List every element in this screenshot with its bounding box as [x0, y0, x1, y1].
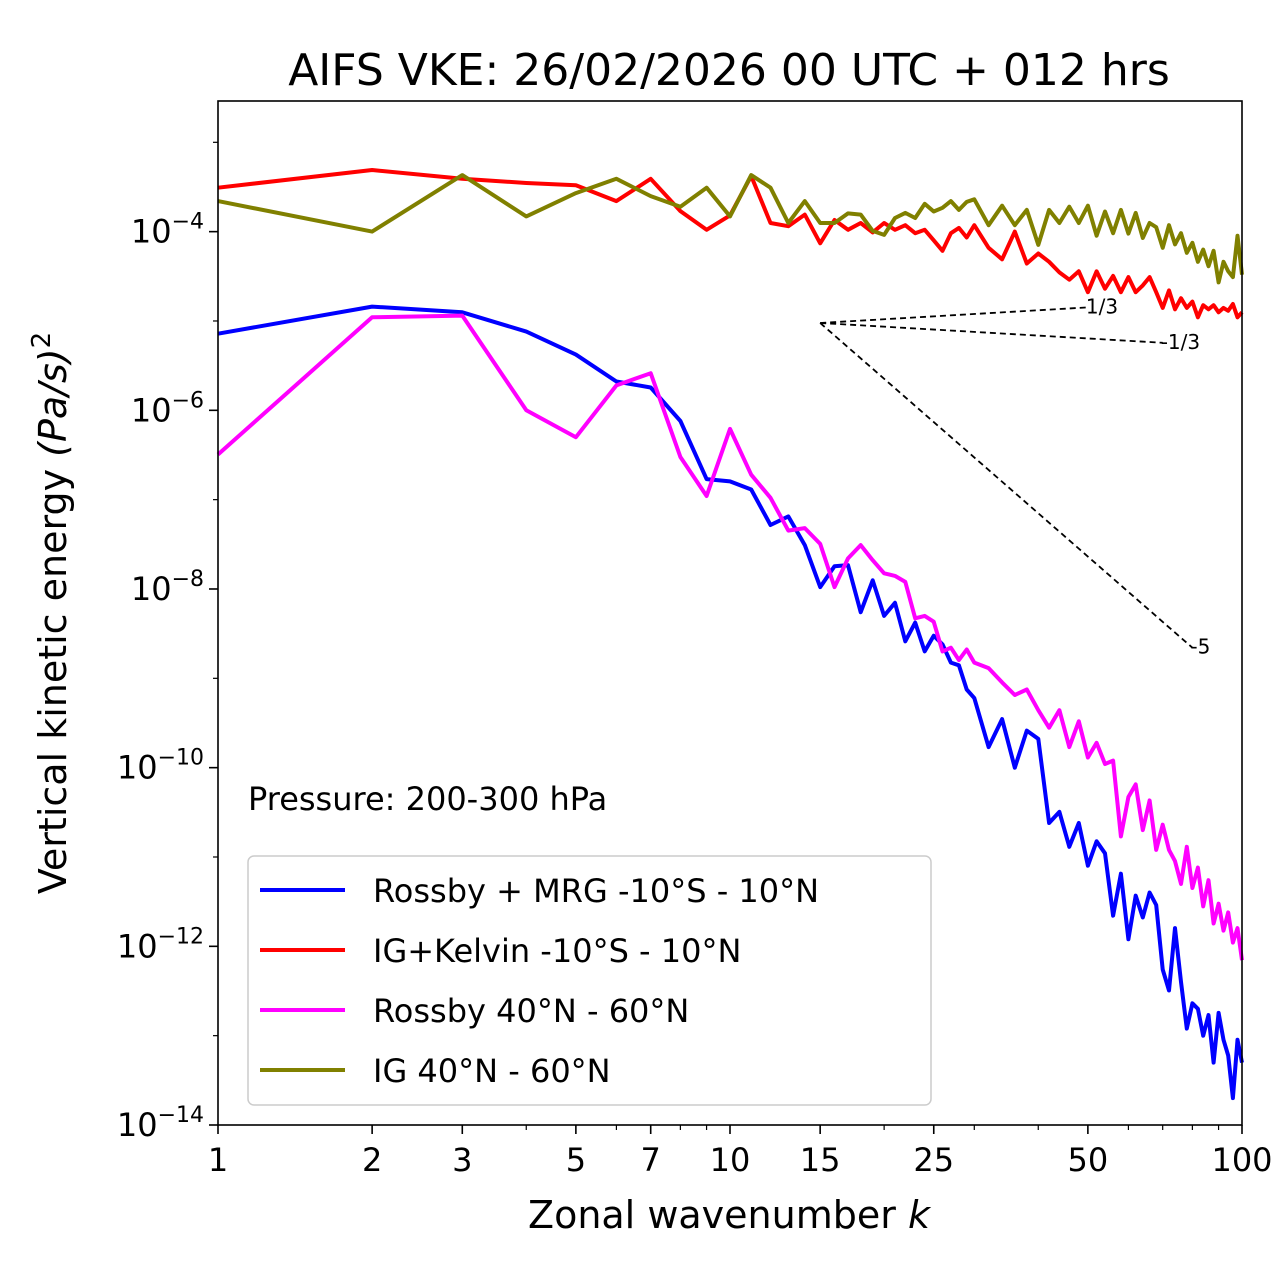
x-tick-label: 7	[641, 1141, 661, 1179]
reference-slope-label: 1/3	[1086, 294, 1118, 318]
x-tick-label: 50	[1068, 1141, 1109, 1179]
x-axis-label-var: k	[908, 1193, 932, 1237]
x-tick-label: 25	[913, 1141, 954, 1179]
legend-label-4: IG 40°N - 60°N	[373, 1052, 611, 1090]
y-tick-label: 10−10	[117, 746, 204, 787]
series-line-2	[217, 168, 1244, 320]
y-axis-label-units: (Pa/s)	[31, 348, 75, 456]
x-axis-label: Zonal wavenumber k	[528, 1193, 932, 1237]
y-tick-label: 10−4	[131, 210, 204, 251]
x-axis: 1 2 3 5 7 10 15 25 50 100	[208, 1125, 1273, 1179]
reference-slope-label: -1/3	[1161, 330, 1200, 354]
x-tick-label: 1	[208, 1141, 228, 1179]
reference-slope-line	[819, 322, 1193, 649]
series-line-4	[217, 173, 1244, 285]
x-tick-label: 2	[362, 1141, 382, 1179]
y-tick-label: 10−6	[131, 388, 204, 429]
y-axis-label-text: Vertical kinetic energy	[31, 457, 75, 894]
y-axis-label-exp: 2	[27, 332, 57, 349]
x-tick-label: 100	[1211, 1141, 1272, 1179]
y-axis: 10−4 10−6 10−8 10−10 10−12 10−14	[117, 141, 218, 1144]
series-line-3	[216, 313, 1244, 961]
reference-slope-line	[820, 322, 1163, 344]
chart-title: AIFS VKE: 26/02/2026 00 UTC + 012 hrs	[288, 45, 1170, 96]
legend: Rossby + MRG -10°S - 10°N IG+Kelvin -10°S…	[247, 855, 932, 1106]
x-tick-label: 5	[566, 1141, 586, 1179]
legend-label-2: IG+Kelvin -10°S - 10°N	[373, 932, 741, 970]
y-tick-label: 10−12	[117, 924, 204, 965]
pressure-annotation: Pressure: 200-300 hPa	[248, 780, 607, 818]
legend-frame	[247, 855, 932, 1106]
plot-area: 1/3 -1/3 -5	[216, 168, 1244, 1101]
legend-label-1: Rossby + MRG -10°S - 10°N	[373, 872, 819, 910]
reference-slope-line	[820, 306, 1088, 324]
x-axis-label-text: Zonal wavenumber	[528, 1193, 908, 1237]
reference-slope-label: -5	[1190, 635, 1210, 659]
y-tick-label: 10−14	[117, 1103, 204, 1144]
x-tick-label: 15	[800, 1141, 841, 1179]
x-tick-label: 10	[710, 1141, 751, 1179]
legend-label-3: Rossby 40°N - 60°N	[373, 992, 689, 1030]
y-axis-label: Vertical kinetic energy (Pa/s)2	[27, 332, 75, 894]
series-line-1	[217, 304, 1244, 1101]
y-tick-label: 10−8	[131, 567, 204, 608]
x-tick-label: 3	[452, 1141, 472, 1179]
